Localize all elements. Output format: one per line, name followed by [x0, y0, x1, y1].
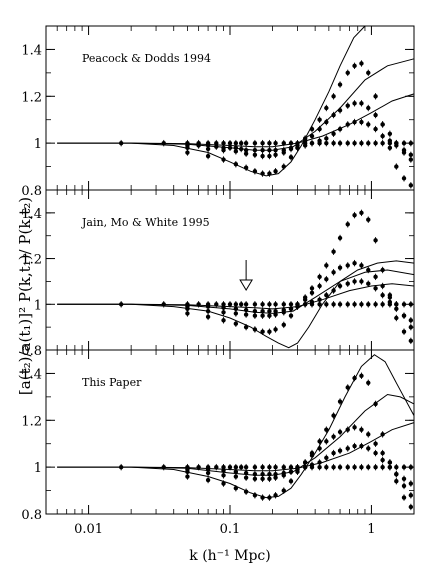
y-tick-label: 1: [34, 137, 42, 152]
panel-1: 0.8 1 1.2 1.4 Peacock & Dodds 1994: [21, 25, 415, 199]
y-tick-label: 1.2: [21, 90, 42, 105]
panel-frame: [45, 349, 415, 515]
model-curve: [57, 283, 415, 310]
model-curve: [57, 25, 366, 177]
y-tick-label: 0.8: [21, 508, 42, 523]
x-tick-label: 0.1: [220, 522, 241, 537]
y-tick-label: 0.8: [21, 184, 42, 199]
y-tick-label: 1.4: [21, 43, 42, 58]
panel-2: 0.8 1 1.2 1.4 Jain, Mo & White 1995: [21, 189, 415, 359]
model-curve: [57, 354, 415, 499]
panel-frame: [45, 25, 415, 191]
arrow-head-icon: [239, 279, 253, 291]
model-curve: [57, 422, 415, 472]
model-curve: [57, 260, 415, 349]
y-tick-label: 1.2: [21, 414, 42, 429]
y-tick-label: 1.4: [21, 207, 42, 222]
model-curve: [57, 393, 415, 476]
y-tick-label: 1.4: [21, 367, 42, 382]
x-tick-label: 1: [367, 522, 375, 537]
y-tick-label: 1: [34, 298, 42, 313]
y-tick-label: 0.8: [21, 344, 42, 359]
panel-title: Jain, Mo & White 1995: [81, 216, 210, 229]
y-axis-label: [a(t₂)/a(t₁)]² P(k,t₁)/ P(k,t₂): [16, 197, 34, 395]
y-tick-label: 1: [34, 461, 42, 476]
panel-3: 0.8 1 1.2 1.4 This Paper 0.01 0.1 1 k (h⁻¹ Mpc): [21, 349, 415, 564]
x-axis-label: k (h⁻¹ Mpc): [189, 548, 270, 564]
panel-title: This Paper: [82, 376, 142, 389]
panel-title: Peacock & Dodds 1994: [82, 52, 211, 65]
x-tick-label: 0.01: [74, 522, 103, 537]
y-tick-label: 1.2: [21, 253, 42, 268]
